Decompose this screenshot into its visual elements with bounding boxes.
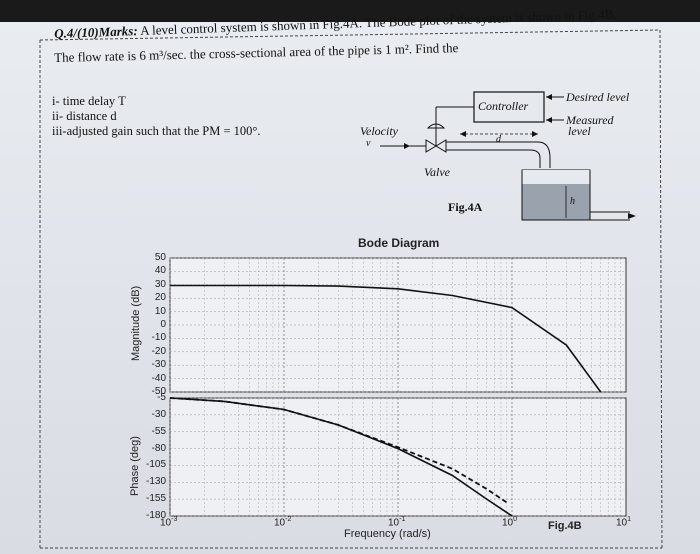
frequency-tick-label: 100 xyxy=(502,516,518,529)
phase-tick-label: -155 xyxy=(145,493,166,505)
phase-tick-label: -180 xyxy=(145,510,166,521)
valve-icon xyxy=(425,139,447,153)
magnitude-tick-label: 10 xyxy=(154,305,166,317)
velocity-label: Velocity xyxy=(360,124,398,138)
magnitude-tick-label: -50 xyxy=(151,386,166,397)
valve-label: Valve xyxy=(424,165,450,179)
magnitude-tick-label: -30 xyxy=(151,359,166,371)
phase-tick-label: -80 xyxy=(151,442,166,454)
phase-tick-label: -30 xyxy=(151,408,166,420)
fig-4b-label: Fig.4B xyxy=(548,520,582,532)
controller-label: Controller xyxy=(478,99,529,113)
phase-tick-label: -5 xyxy=(157,392,166,403)
bode-title: Bode Diagram xyxy=(358,236,440,250)
frequency-tick-label: 10-1 xyxy=(388,516,406,529)
item-time-delay: i- time delay T xyxy=(52,94,126,108)
phase-tick-label: -130 xyxy=(145,476,166,488)
item-distance: ii- distance d xyxy=(52,109,117,123)
frequency-tick-label: 10-3 xyxy=(160,516,178,529)
distance-d-label: d xyxy=(496,134,501,145)
phase-plot-area xyxy=(169,397,627,517)
magnitude-tick-label: -40 xyxy=(151,372,166,384)
magnitude-tick-label: 30 xyxy=(154,278,166,290)
magnitude-curve xyxy=(170,284,602,393)
item-adjusted-gain: iii-adjusted gain such that the PM = 100… xyxy=(52,124,261,138)
phase-tick-label: -55 xyxy=(151,425,166,437)
phase-tick-label: -105 xyxy=(145,459,166,471)
frequency-axis-label: Frequency (rad/s) xyxy=(344,528,431,540)
height-h-label: h xyxy=(570,196,575,207)
frequency-tick-label: 10-2 xyxy=(274,516,292,529)
magnitude-tick-label: 40 xyxy=(154,265,166,277)
fig-4a-label: Fig.4A xyxy=(448,200,483,214)
velocity-v-label: v xyxy=(366,138,371,149)
magnitude-tick-label: 0 xyxy=(160,319,166,330)
magnitude-tick-label: 20 xyxy=(154,292,166,304)
measured-level-label-2: level xyxy=(568,124,591,138)
magnitude-tick-label: 50 xyxy=(154,252,166,263)
desired-level-label: Desired level xyxy=(566,90,630,104)
phase-curve-dashed xyxy=(169,397,508,504)
magnitude-tick-label: -10 xyxy=(151,332,166,344)
measured-level-label: Measured xyxy=(566,113,614,127)
magnitude-tick-label: -20 xyxy=(151,345,166,357)
frequency-tick-label: 101 xyxy=(616,516,632,529)
